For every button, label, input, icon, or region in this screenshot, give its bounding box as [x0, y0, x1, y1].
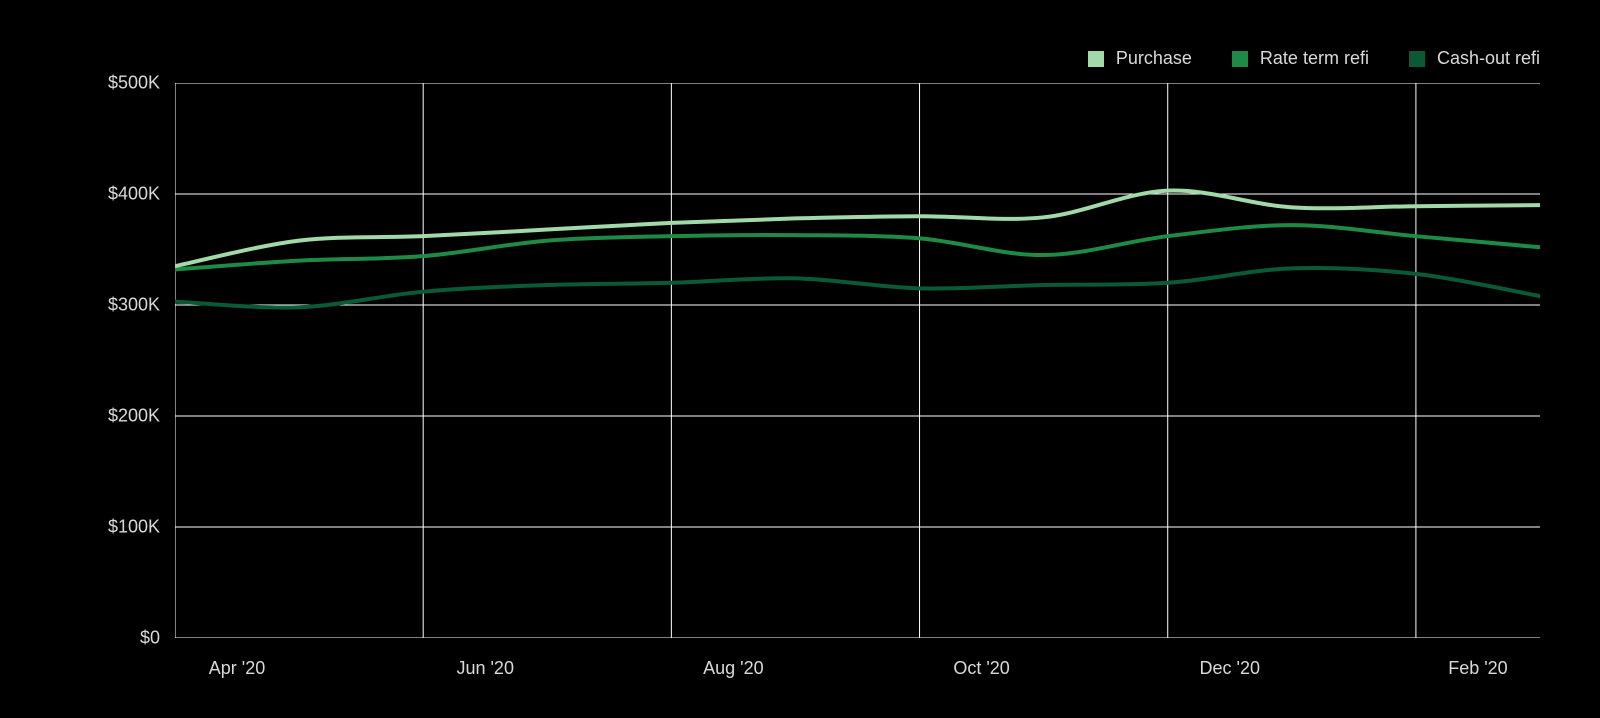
series-rate-term-refi [175, 225, 1540, 269]
x-axis-tick-label: Aug '20 [703, 658, 764, 679]
y-axis-tick-label: $500K [60, 73, 160, 94]
legend-swatch [1232, 51, 1248, 67]
legend-label: Rate term refi [1260, 48, 1369, 69]
series-lines [175, 191, 1540, 308]
y-axis-tick-label: $300K [60, 295, 160, 316]
series-cash-out-refi [175, 268, 1540, 308]
y-axis-tick-label: $400K [60, 184, 160, 205]
legend-item-cash-out-refi: Cash-out refi [1409, 48, 1540, 69]
y-axis-tick-label: $0 [60, 628, 160, 649]
x-axis-tick-label: Apr '20 [209, 658, 265, 679]
x-axis-tick-label: Jun '20 [456, 658, 513, 679]
legend: Purchase Rate term refi Cash-out refi [1088, 48, 1540, 69]
legend-item-purchase: Purchase [1088, 48, 1192, 69]
x-axis-tick-label: Feb '20 [1448, 658, 1507, 679]
legend-swatch [1409, 51, 1425, 67]
x-axis-tick-label: Oct '20 [953, 658, 1009, 679]
gridlines [175, 83, 1540, 638]
legend-label: Purchase [1116, 48, 1192, 69]
line-chart: Purchase Rate term refi Cash-out refi $5… [0, 0, 1600, 718]
x-axis-tick-label: Dec '20 [1200, 658, 1260, 679]
legend-item-rate-term-refi: Rate term refi [1232, 48, 1369, 69]
plot-svg [175, 83, 1540, 638]
legend-label: Cash-out refi [1437, 48, 1540, 69]
y-axis-tick-label: $200K [60, 406, 160, 427]
legend-swatch [1088, 51, 1104, 67]
y-axis-tick-label: $100K [60, 517, 160, 538]
